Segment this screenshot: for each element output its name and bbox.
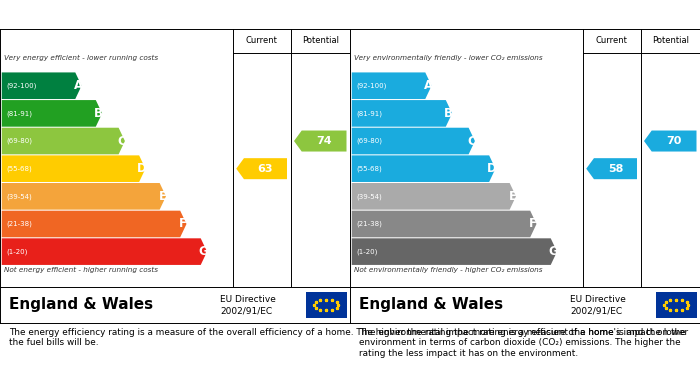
Text: Very environmentally friendly - lower CO₂ emissions: Very environmentally friendly - lower CO… bbox=[354, 55, 542, 61]
Text: (55-68): (55-68) bbox=[356, 165, 382, 172]
Text: F: F bbox=[179, 217, 187, 230]
Text: The environmental impact rating is a measure of a home's impact on the environme: The environmental impact rating is a mea… bbox=[358, 328, 685, 358]
Polygon shape bbox=[351, 128, 475, 154]
Polygon shape bbox=[1, 183, 166, 210]
Polygon shape bbox=[351, 72, 432, 99]
Polygon shape bbox=[587, 158, 637, 179]
Text: G: G bbox=[199, 245, 209, 258]
Text: (21-38): (21-38) bbox=[6, 221, 32, 227]
Polygon shape bbox=[351, 211, 536, 237]
Text: B: B bbox=[444, 107, 453, 120]
Text: F: F bbox=[529, 217, 537, 230]
Text: Energy Efficiency Rating: Energy Efficiency Rating bbox=[8, 8, 172, 21]
Text: 63: 63 bbox=[258, 164, 273, 174]
Text: England & Wales: England & Wales bbox=[358, 298, 503, 312]
Text: Not energy efficient - higher running costs: Not energy efficient - higher running co… bbox=[4, 267, 158, 273]
Text: (69-80): (69-80) bbox=[6, 138, 32, 144]
Text: (81-91): (81-91) bbox=[356, 110, 382, 117]
Polygon shape bbox=[351, 155, 496, 182]
Text: Current: Current bbox=[246, 36, 278, 45]
Polygon shape bbox=[1, 239, 207, 265]
Polygon shape bbox=[351, 239, 557, 265]
Polygon shape bbox=[1, 155, 146, 182]
Text: (81-91): (81-91) bbox=[6, 110, 32, 117]
Text: 70: 70 bbox=[666, 136, 682, 146]
Bar bbox=[307, 292, 346, 317]
Polygon shape bbox=[1, 128, 125, 154]
Text: The energy efficiency rating is a measure of the overall efficiency of a home. T: The energy efficiency rating is a measur… bbox=[8, 328, 688, 348]
Text: 58: 58 bbox=[608, 164, 623, 174]
Text: (1-20): (1-20) bbox=[6, 248, 28, 255]
Text: (39-54): (39-54) bbox=[6, 193, 32, 199]
Text: D: D bbox=[137, 162, 147, 175]
Polygon shape bbox=[237, 158, 287, 179]
Text: D: D bbox=[487, 162, 497, 175]
Text: 74: 74 bbox=[316, 136, 332, 146]
Polygon shape bbox=[1, 100, 102, 127]
Text: England & Wales: England & Wales bbox=[8, 298, 153, 312]
Text: Very energy efficient - lower running costs: Very energy efficient - lower running co… bbox=[4, 55, 158, 61]
Text: E: E bbox=[508, 190, 517, 203]
Polygon shape bbox=[1, 211, 186, 237]
Polygon shape bbox=[644, 131, 696, 152]
Text: (21-38): (21-38) bbox=[356, 221, 382, 227]
Text: (39-54): (39-54) bbox=[356, 193, 382, 199]
Text: (92-100): (92-100) bbox=[356, 83, 386, 89]
Polygon shape bbox=[294, 131, 346, 152]
Polygon shape bbox=[351, 183, 516, 210]
Text: Potential: Potential bbox=[652, 36, 689, 45]
Text: A: A bbox=[74, 79, 83, 92]
Text: B: B bbox=[94, 107, 103, 120]
Text: Potential: Potential bbox=[302, 36, 339, 45]
Text: A: A bbox=[424, 79, 433, 92]
Polygon shape bbox=[351, 100, 452, 127]
Text: (55-68): (55-68) bbox=[6, 165, 32, 172]
Text: G: G bbox=[549, 245, 559, 258]
Text: C: C bbox=[467, 135, 476, 147]
Text: Environmental Impact (CO₂) Rating: Environmental Impact (CO₂) Rating bbox=[358, 8, 591, 21]
Text: E: E bbox=[158, 190, 167, 203]
Text: Not environmentally friendly - higher CO₂ emissions: Not environmentally friendly - higher CO… bbox=[354, 267, 542, 273]
Polygon shape bbox=[1, 72, 82, 99]
Text: EU Directive
2002/91/EC: EU Directive 2002/91/EC bbox=[570, 294, 626, 316]
Text: Current: Current bbox=[596, 36, 628, 45]
Text: EU Directive
2002/91/EC: EU Directive 2002/91/EC bbox=[220, 294, 276, 316]
Bar bbox=[657, 292, 696, 317]
Text: (92-100): (92-100) bbox=[6, 83, 36, 89]
Text: (69-80): (69-80) bbox=[356, 138, 382, 144]
Text: C: C bbox=[117, 135, 126, 147]
Text: (1-20): (1-20) bbox=[356, 248, 378, 255]
